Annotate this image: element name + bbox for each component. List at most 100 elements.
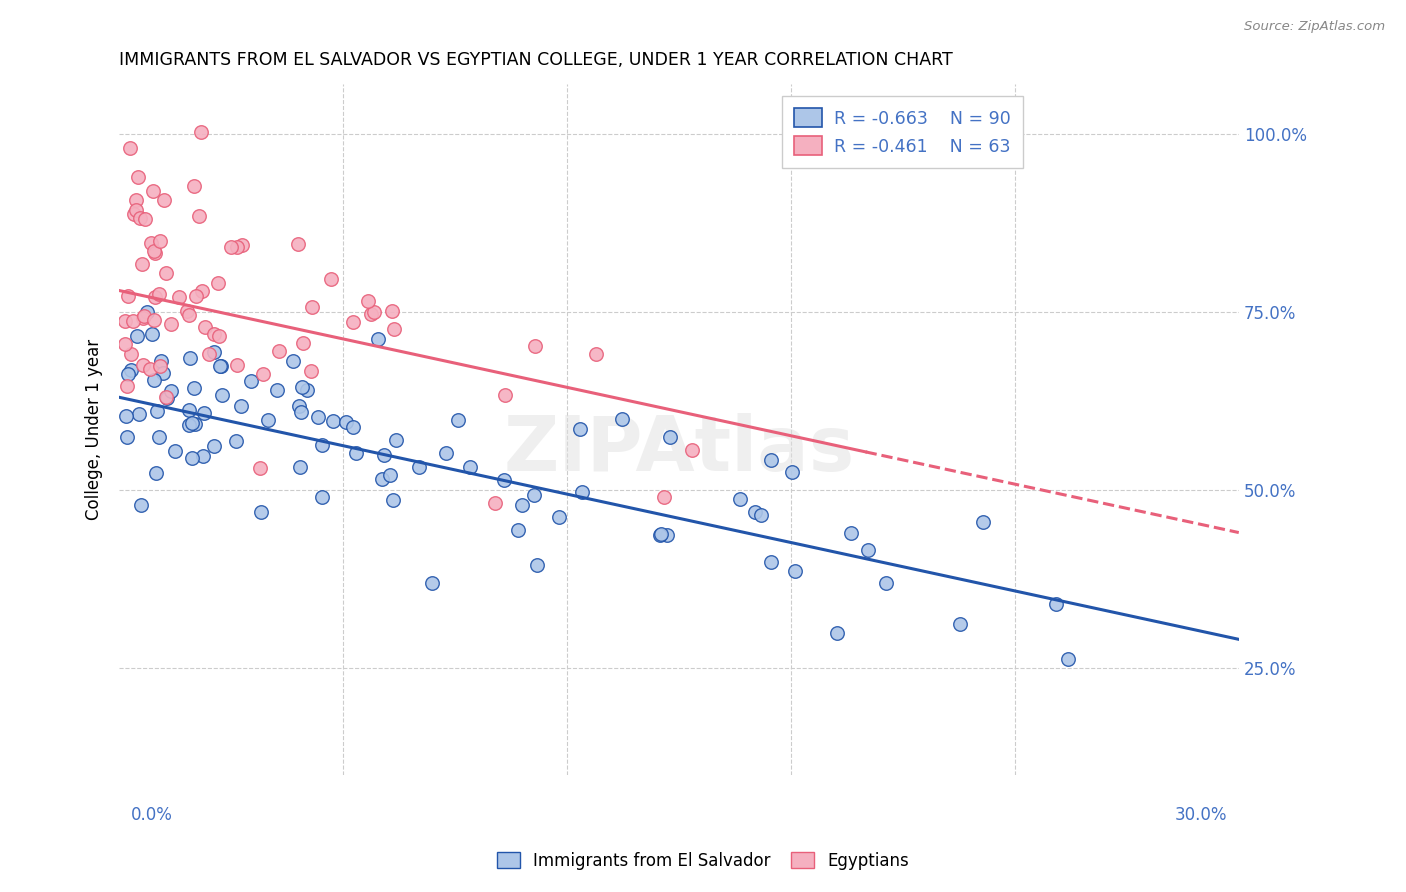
Point	[508, 524, 530, 538]
Point	[115, 409, 138, 424]
Point	[207, 276, 229, 290]
Point	[202, 345, 225, 359]
Point	[156, 391, 179, 405]
Legend: R = -0.663    N = 90, R = -0.461    N = 63: R = -0.663 N = 90, R = -0.461 N = 63	[782, 96, 1024, 168]
Point	[152, 366, 174, 380]
Point	[122, 207, 145, 221]
Point	[149, 359, 172, 373]
Point	[568, 422, 591, 436]
Point	[115, 430, 138, 444]
Point	[202, 439, 225, 453]
Point	[291, 379, 314, 393]
Point	[585, 346, 607, 360]
Point	[749, 508, 772, 523]
Point	[344, 446, 367, 460]
Point	[949, 617, 972, 632]
Point	[128, 407, 150, 421]
Point	[117, 289, 139, 303]
Point	[125, 329, 148, 343]
Point	[145, 404, 167, 418]
Point	[360, 307, 382, 321]
Point	[759, 555, 782, 569]
Point	[436, 446, 458, 460]
Point	[288, 399, 311, 413]
Point	[143, 312, 166, 326]
Point	[160, 317, 183, 331]
Point	[526, 558, 548, 572]
Point	[122, 314, 145, 328]
Point	[382, 322, 405, 336]
Point	[143, 246, 166, 260]
Point	[114, 337, 136, 351]
Point	[780, 465, 803, 479]
Point	[194, 320, 217, 334]
Point	[1045, 597, 1067, 611]
Point	[510, 498, 533, 512]
Point	[252, 367, 274, 381]
Point	[187, 209, 209, 223]
Point	[177, 417, 200, 432]
Point	[367, 332, 389, 346]
Point	[125, 194, 148, 208]
Point	[458, 460, 481, 475]
Point	[155, 390, 177, 404]
Point	[382, 493, 405, 508]
Point	[120, 363, 142, 377]
Point	[155, 266, 177, 280]
Point	[494, 388, 516, 402]
Point	[785, 565, 807, 579]
Point	[117, 367, 139, 381]
Text: IMMIGRANTS FROM EL SALVADOR VS EGYPTIAN COLLEGE, UNDER 1 YEAR CORRELATION CHART: IMMIGRANTS FROM EL SALVADOR VS EGYPTIAN …	[120, 51, 953, 69]
Point	[115, 379, 138, 393]
Point	[142, 373, 165, 387]
Point	[858, 543, 880, 558]
Point	[167, 290, 190, 304]
Point	[184, 289, 207, 303]
Point	[226, 240, 249, 254]
Point	[177, 308, 200, 322]
Point	[494, 473, 516, 487]
Point	[370, 472, 392, 486]
Point	[652, 490, 675, 504]
Point	[266, 383, 288, 397]
Point	[131, 257, 153, 271]
Point	[184, 417, 207, 432]
Point	[181, 417, 204, 431]
Point	[655, 528, 678, 542]
Point	[208, 329, 231, 343]
Point	[145, 466, 167, 480]
Point	[839, 526, 862, 541]
Text: 30.0%: 30.0%	[1175, 805, 1227, 823]
Text: Source: ZipAtlas.com: Source: ZipAtlas.com	[1244, 20, 1385, 33]
Point	[728, 492, 751, 507]
Point	[267, 344, 290, 359]
Point	[311, 438, 333, 452]
Point	[134, 212, 156, 227]
Point	[299, 364, 322, 378]
Point	[183, 179, 205, 194]
Point	[191, 285, 214, 299]
Point	[363, 305, 385, 319]
Point	[143, 290, 166, 304]
Point	[226, 358, 249, 372]
Point	[163, 444, 186, 458]
Point	[141, 235, 163, 250]
Point	[120, 141, 142, 155]
Point	[142, 184, 165, 198]
Point	[650, 527, 672, 541]
Point	[378, 468, 401, 483]
Point	[127, 169, 149, 184]
Point	[148, 287, 170, 301]
Point	[149, 234, 172, 248]
Point	[972, 515, 994, 529]
Point	[197, 347, 219, 361]
Point	[681, 442, 703, 457]
Point	[571, 484, 593, 499]
Point	[202, 327, 225, 342]
Point	[132, 358, 155, 372]
Point	[191, 449, 214, 463]
Point	[523, 488, 546, 502]
Point	[373, 448, 395, 462]
Point	[240, 374, 263, 388]
Point	[190, 125, 212, 139]
